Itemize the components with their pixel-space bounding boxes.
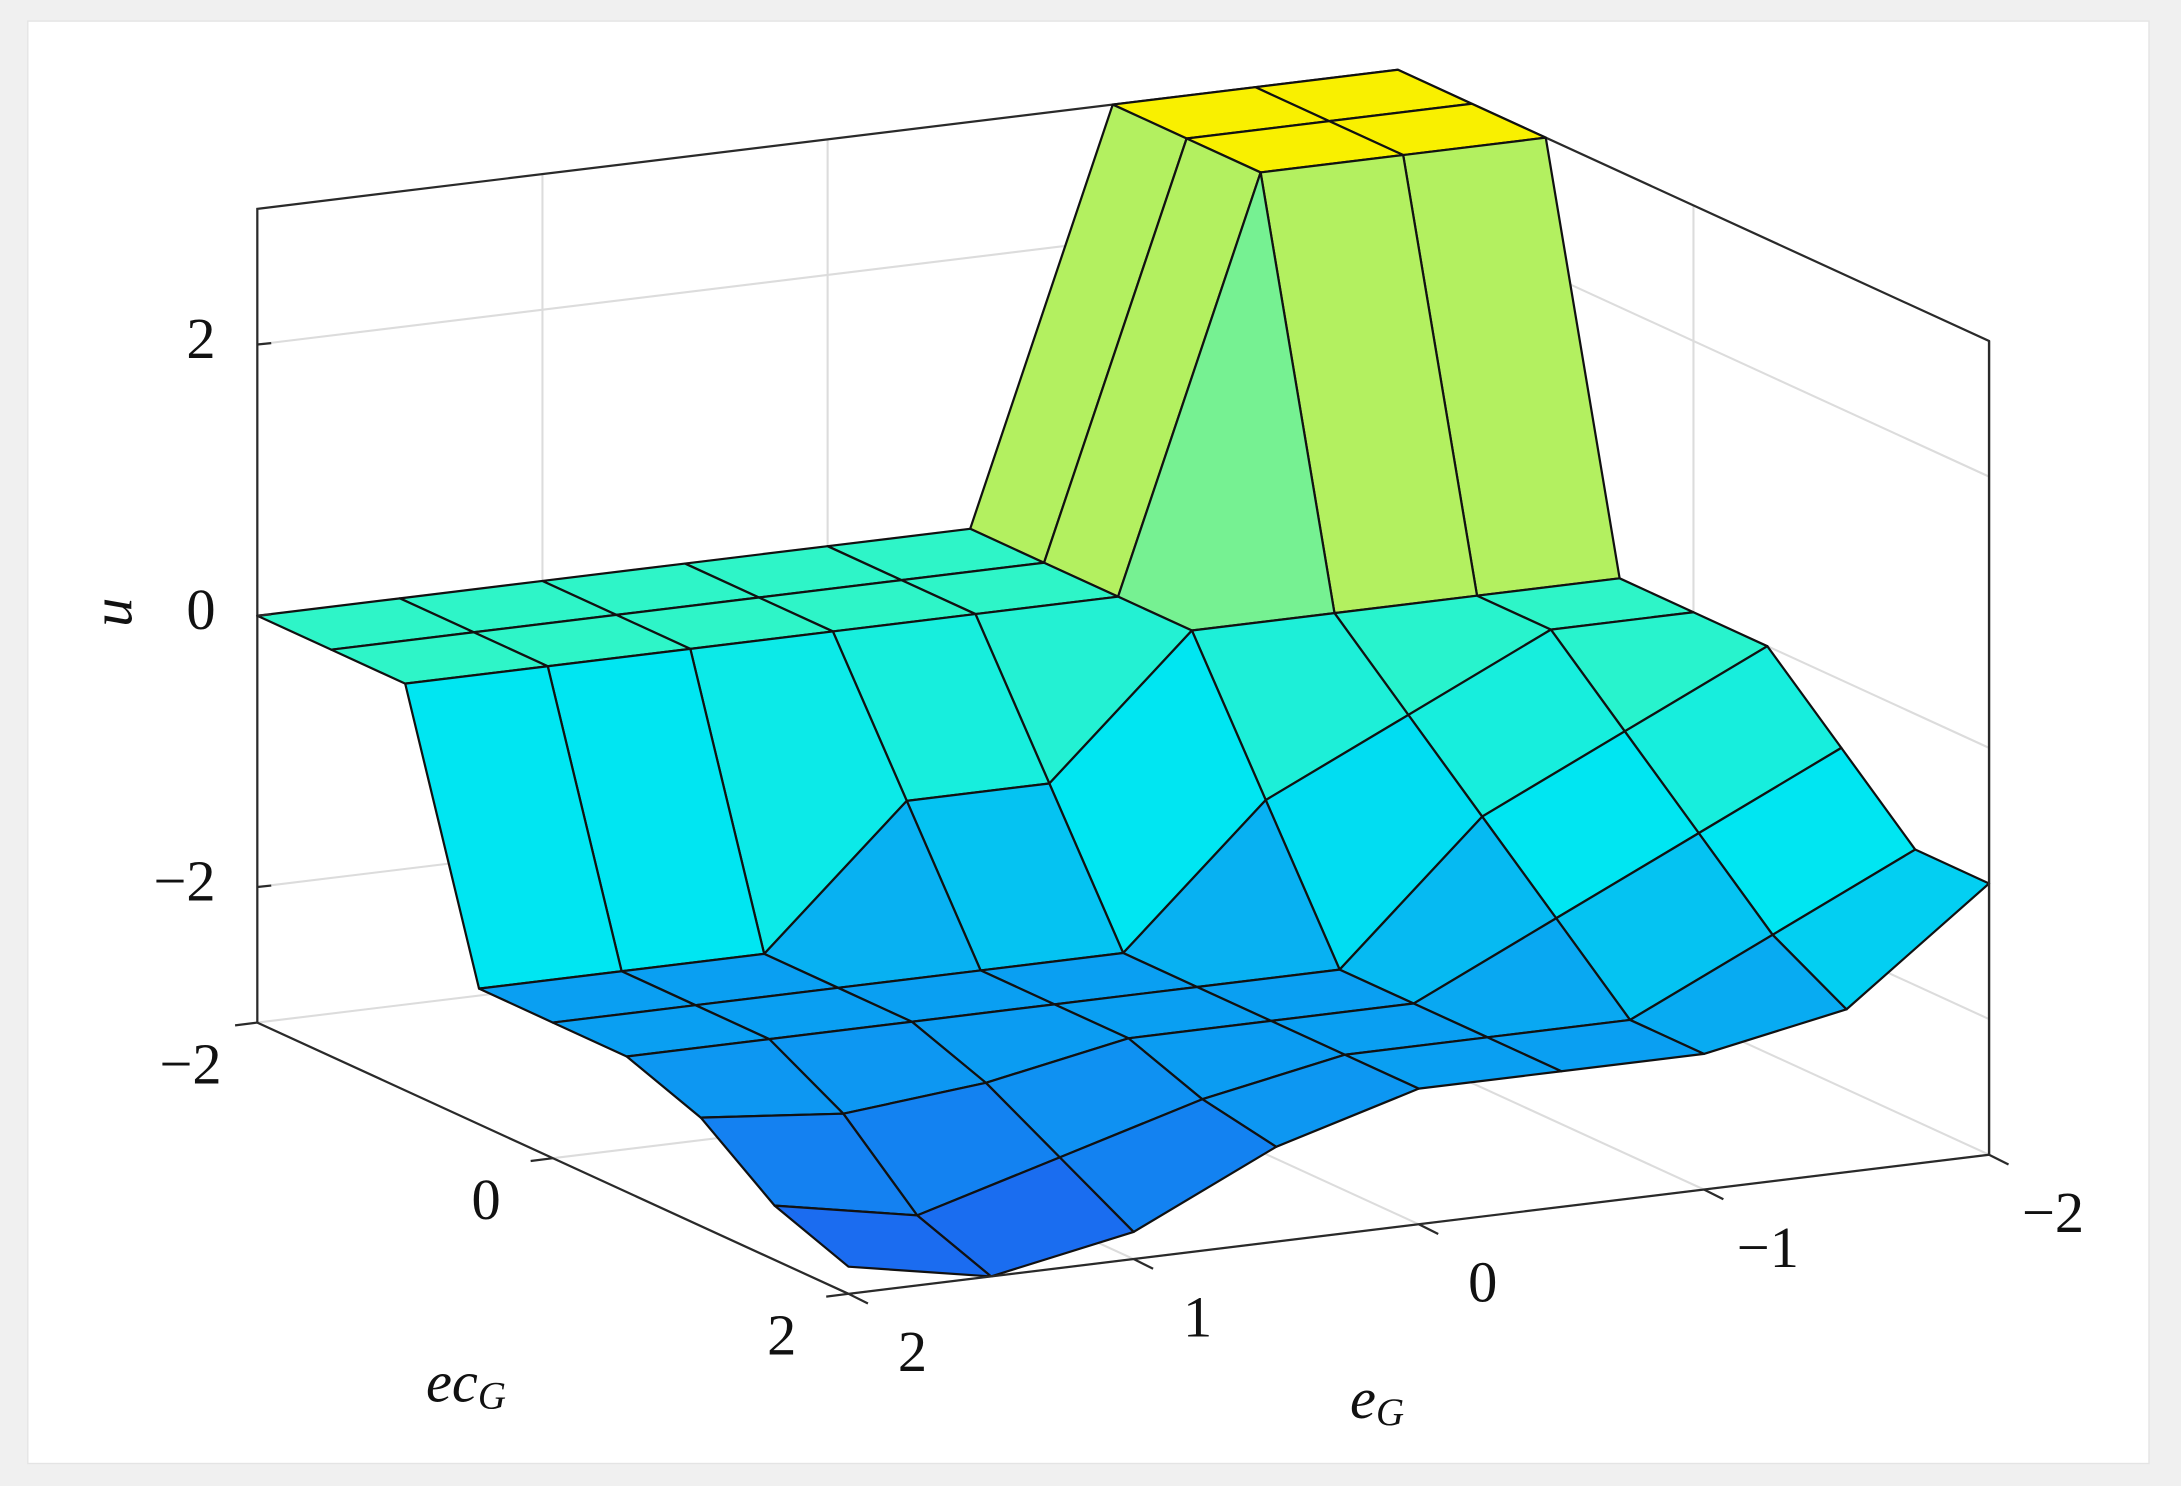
x-tick-label: 0 <box>1468 1250 1497 1315</box>
z-tick <box>257 613 272 617</box>
x-tick-label: −2 <box>2022 1180 2084 1245</box>
y-tick-label: −2 <box>159 1031 221 1096</box>
x-tick <box>1988 1153 2010 1166</box>
z-axis-label: u <box>80 598 145 627</box>
x-tick-label: −1 <box>1737 1215 1799 1280</box>
z-tick <box>257 341 272 346</box>
y-tick <box>530 1157 554 1163</box>
x-tick <box>1703 1188 1724 1201</box>
axis-line <box>256 1021 1990 1295</box>
surface-patch <box>773 1204 993 1278</box>
x-axis-label-main: e <box>1350 1366 1376 1431</box>
y-tick <box>234 1021 258 1027</box>
x-axis-label: eG <box>1350 1366 1404 1434</box>
x-tick-label: 2 <box>898 1319 927 1384</box>
y-axis-label: ecG <box>426 1350 506 1418</box>
y-axis-label-sub: G <box>478 1374 506 1417</box>
z-tick <box>257 884 272 889</box>
y-tick-label: 2 <box>767 1303 796 1368</box>
x-tick <box>1418 1223 1439 1235</box>
y-tick-label: 0 <box>472 1167 501 1232</box>
x-axis-label-sub: G <box>1376 1391 1404 1434</box>
x-tick <box>1133 1258 1154 1270</box>
z-tick-label: 0 <box>186 577 215 642</box>
x-tick-label: 1 <box>1183 1284 1212 1349</box>
y-axis-label-main: ec <box>426 1350 478 1415</box>
y-tick <box>826 1292 849 1298</box>
z-tick-label: 2 <box>186 306 215 371</box>
z-tick-label: −2 <box>153 848 215 913</box>
x-tick <box>847 1292 869 1305</box>
